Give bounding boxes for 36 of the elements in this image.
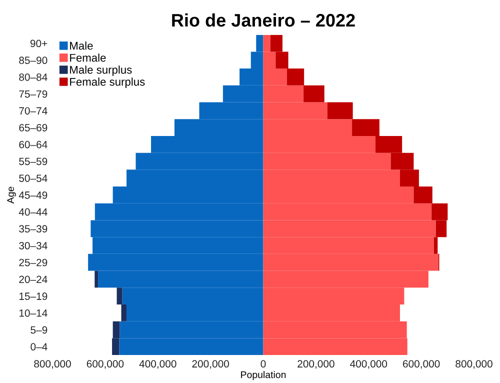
y-tick-label: 75–79 (19, 90, 48, 98)
y-tick-label: 65–69 (19, 124, 48, 132)
legend-label: Female (70, 54, 106, 62)
y-tick-label: 35–39 (19, 225, 48, 233)
x-tick-label: 800,000 (456, 360, 492, 369)
y-tick-label: 80–84 (19, 73, 48, 81)
y-tick-label: 70–74 (19, 107, 48, 115)
y-tick-label: 85–90 (19, 56, 48, 64)
y-tick-label: 15–19 (19, 292, 48, 300)
chart-title: Rio de Janeiro – 2022 (172, 13, 355, 27)
y-axis-title: Age (7, 186, 16, 204)
legend-label: Male surplus (70, 66, 132, 76)
y-tick-label: 55–59 (19, 158, 48, 166)
x-tick-label: 0 (260, 360, 266, 368)
y-tick-label: 0–4 (30, 343, 48, 350)
y-tick-label: 60–64 (19, 140, 48, 148)
x-tick-label: 600,000 (403, 360, 440, 369)
x-tick-label: 400,000 (350, 360, 388, 369)
y-tick-label: 10–14 (19, 309, 48, 317)
y-tick-label: 30–34 (19, 242, 48, 250)
y-tick-label: 90+ (30, 40, 48, 48)
y-tick-label: 50–54 (19, 174, 48, 182)
x-tick-label: 400,000 (139, 360, 176, 369)
x-axis-title: Population (241, 371, 286, 380)
x-tick-label: 800,000 (34, 360, 71, 369)
bar (94, 270, 98, 288)
legend-label: Female surplus (70, 78, 145, 88)
y-tick-label: 45–49 (18, 191, 48, 199)
x-tick-label: 600,000 (86, 360, 124, 369)
legend-label: Male (70, 42, 93, 50)
x-tick-label: 200,000 (298, 360, 334, 369)
x-tick-label: 200,000 (192, 360, 229, 369)
y-tick-label: 40–44 (18, 208, 48, 216)
y-tick-label: 5–9 (30, 326, 48, 334)
y-tick-label: 25–29 (19, 258, 48, 266)
y-tick-label: 20–24 (19, 276, 48, 284)
